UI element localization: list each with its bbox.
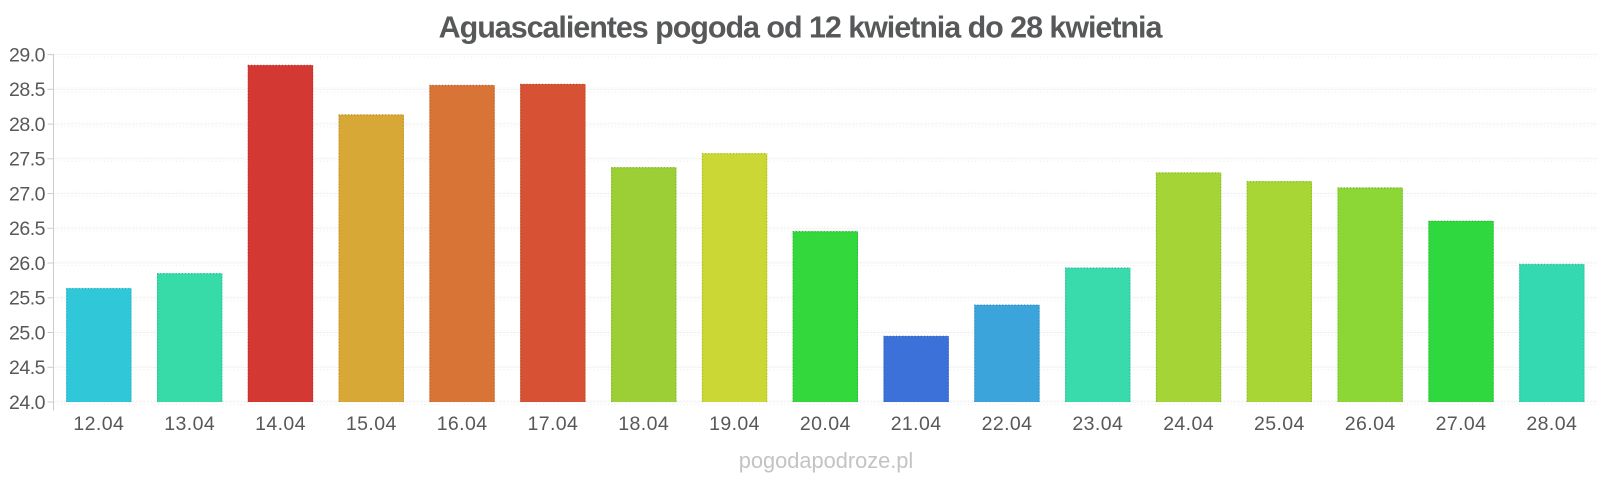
svg-text:29.0: 29.0 bbox=[9, 44, 46, 66]
svg-text:17.04: 17.04 bbox=[527, 413, 578, 435]
svg-text:24.04: 24.04 bbox=[1163, 413, 1214, 435]
svg-text:25.04: 25.04 bbox=[1254, 413, 1305, 435]
svg-text:14.04: 14.04 bbox=[255, 413, 306, 435]
svg-text:26.0: 26.0 bbox=[9, 253, 46, 275]
svg-text:27.0: 27.0 bbox=[9, 183, 46, 205]
svg-text:21.04: 21.04 bbox=[891, 413, 942, 435]
svg-text:24.5: 24.5 bbox=[9, 357, 46, 379]
svg-text:27.04: 27.04 bbox=[1436, 413, 1487, 435]
svg-text:26.04: 26.04 bbox=[1345, 413, 1396, 435]
svg-text:28.0: 28.0 bbox=[9, 114, 46, 136]
svg-text:12.04: 12.04 bbox=[73, 413, 124, 435]
svg-text:18.04: 18.04 bbox=[618, 413, 669, 435]
svg-text:Aguascalientes pogoda od 12 kw: Aguascalientes pogoda od 12 kwietnia do … bbox=[439, 11, 1164, 45]
svg-text:16.04: 16.04 bbox=[437, 413, 488, 435]
svg-text:pogodapodroze.pl: pogodapodroze.pl bbox=[739, 448, 914, 473]
svg-text:15.04: 15.04 bbox=[346, 413, 397, 435]
svg-text:23.04: 23.04 bbox=[1072, 413, 1123, 435]
svg-text:24.0: 24.0 bbox=[9, 392, 46, 414]
svg-text:27.5: 27.5 bbox=[9, 149, 46, 171]
svg-text:26.5: 26.5 bbox=[9, 218, 46, 240]
svg-text:25.5: 25.5 bbox=[9, 288, 46, 310]
svg-text:20.04: 20.04 bbox=[800, 413, 851, 435]
svg-text:19.04: 19.04 bbox=[709, 413, 760, 435]
svg-text:22.04: 22.04 bbox=[982, 413, 1033, 435]
svg-text:25.0: 25.0 bbox=[9, 322, 46, 344]
svg-text:13.04: 13.04 bbox=[164, 413, 215, 435]
svg-text:28.04: 28.04 bbox=[1526, 413, 1577, 435]
svg-text:28.5: 28.5 bbox=[9, 79, 46, 101]
